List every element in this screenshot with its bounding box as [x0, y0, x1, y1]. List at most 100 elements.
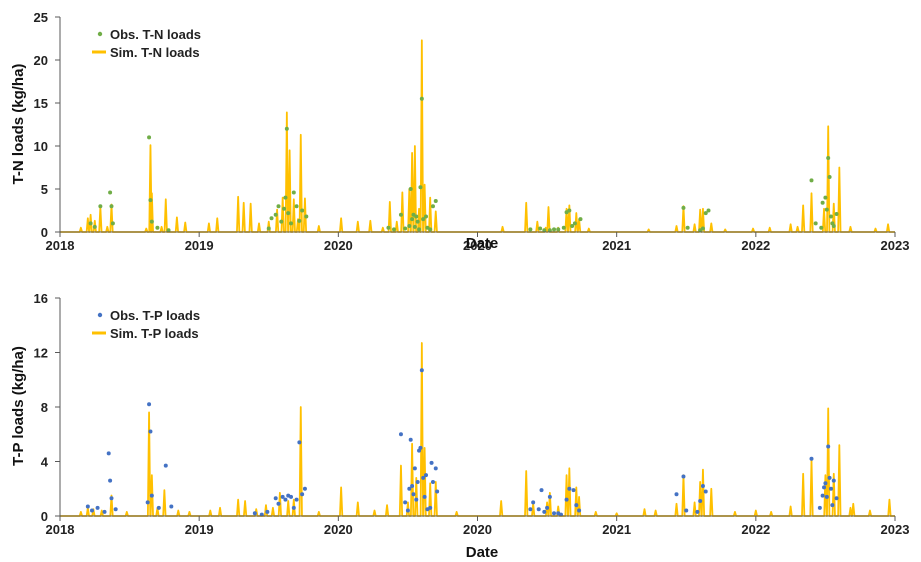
tn-obs-point — [266, 226, 271, 231]
tp-obs-point — [405, 508, 410, 513]
tn-obs-point — [430, 204, 435, 209]
tn-obs-point — [297, 218, 302, 223]
tp-obs-point — [823, 481, 828, 486]
tp-legend-obs-marker — [97, 312, 103, 318]
tn-x-tick-label: 2022 — [741, 238, 770, 253]
tp-obs-point — [571, 488, 576, 493]
tp-obs-point — [407, 486, 412, 491]
tp-obs-point — [95, 505, 100, 510]
tn-obs-point — [826, 156, 831, 161]
tn-obs-point — [428, 227, 433, 232]
tp-x-ticks: 2018 2019 2020 2020 2021 2022 2023 — [46, 516, 910, 537]
tn-obs-point — [556, 227, 561, 232]
tn-obs-point — [109, 204, 114, 209]
tn-y-tick-label: 10 — [34, 139, 48, 154]
tn-obs-point — [706, 208, 711, 213]
tn-chart-panel: T-N loads (kg/ha) 0 5 10 15 20 25 2018 2019 202… — [10, 10, 909, 253]
tp-obs-point — [106, 451, 111, 456]
tp-y-ticks: 0 4 8 12 16 — [34, 291, 60, 524]
tp-obs-point — [824, 494, 829, 499]
tn-obs-point — [561, 225, 566, 230]
tn-x-axis-title: Date — [466, 235, 499, 252]
tn-obs-point — [578, 217, 583, 222]
tn-y-axis-title: T-N loads (kg/ha) — [10, 64, 27, 185]
tn-obs-point — [148, 198, 153, 203]
tn-obs-point — [419, 96, 424, 101]
tp-obs-point — [418, 445, 423, 450]
tn-obs-point — [570, 223, 575, 228]
tp-obs-point — [302, 486, 307, 491]
tp-obs-point — [113, 507, 118, 512]
tp-obs-point — [169, 504, 174, 509]
tn-y-tick-label: 5 — [41, 182, 48, 197]
tp-obs-point — [817, 505, 822, 510]
tp-x-tick-label: 2020 — [324, 522, 353, 537]
tp-obs-point — [408, 437, 413, 442]
tp-obs-point — [547, 494, 552, 499]
tp-obs-point — [552, 511, 557, 516]
tn-obs-point — [418, 185, 423, 190]
tn-obs-point — [820, 200, 825, 205]
tp-obs-point — [148, 429, 153, 434]
tp-legend-obs-label: Obs. T-P loads — [110, 308, 200, 323]
tp-obs-point — [415, 479, 420, 484]
tn-x-tick-label: 2019 — [185, 238, 214, 253]
tp-obs-point — [291, 505, 296, 510]
tp-obs-point — [149, 493, 154, 498]
tn-obs-point — [392, 227, 396, 232]
tn-y-ticks: 0 5 10 15 20 25 — [34, 10, 60, 240]
tp-obs-point — [826, 444, 831, 449]
tp-obs-point — [403, 500, 408, 505]
tn-obs-point — [283, 195, 288, 200]
tp-obs-point — [422, 494, 427, 499]
tp-obs-point — [684, 508, 689, 513]
tp-obs-point — [428, 505, 433, 510]
tn-x-tick-label: 2020 — [463, 238, 492, 253]
tp-obs-point — [411, 492, 416, 497]
tn-obs-point — [827, 174, 832, 179]
tn-y-tick-label: 25 — [34, 10, 48, 25]
tn-obs-point — [279, 219, 284, 224]
tn-y-tick-label: 0 — [41, 225, 48, 240]
tn-obs-point — [304, 214, 309, 219]
tn-obs-point — [300, 208, 305, 213]
tp-obs-point — [430, 479, 435, 484]
tp-obs-point — [108, 478, 113, 483]
tp-obs-point — [410, 484, 415, 489]
tn-obs-point — [572, 221, 577, 226]
tp-obs-point — [429, 460, 434, 465]
tp-obs-point — [283, 497, 288, 502]
tp-y-tick-label: 4 — [41, 455, 49, 470]
tp-x-tick-label: 2023 — [881, 522, 910, 537]
tn-obs-point — [538, 226, 543, 231]
tn-obs-point — [269, 216, 274, 221]
tp-obs-point — [536, 507, 541, 512]
tn-obs-point — [408, 187, 413, 191]
tn-obs-point — [282, 206, 287, 211]
tp-obs-point — [265, 509, 270, 514]
tn-x-tick-label: 2023 — [881, 238, 910, 253]
tp-obs-point — [828, 486, 833, 491]
tp-x-tick-label: 2020 — [463, 522, 492, 537]
tn-obs-point — [147, 135, 152, 140]
tp-obs-point — [820, 493, 825, 498]
tp-obs-point — [156, 505, 161, 510]
tn-obs-point — [108, 190, 113, 195]
tp-obs-point — [531, 500, 536, 505]
tp-obs-point — [280, 494, 285, 499]
tp-y-tick-label: 16 — [34, 291, 48, 306]
tp-obs-point — [273, 496, 278, 501]
tp-legend: Obs. T-P loads Sim. T-P loads — [92, 308, 200, 341]
tp-obs-point — [421, 475, 426, 480]
tp-obs-point — [147, 402, 152, 407]
tp-obs-point — [300, 492, 305, 497]
tn-obs-point — [831, 223, 836, 228]
tn-obs-point — [433, 199, 438, 204]
tp-x-tick-label: 2022 — [741, 522, 770, 537]
tp-obs-point — [830, 503, 835, 508]
tp-obs-point — [695, 509, 700, 514]
tp-obs-series — [85, 368, 839, 517]
tn-obs-point — [294, 204, 299, 209]
tn-obs-point — [703, 211, 708, 216]
